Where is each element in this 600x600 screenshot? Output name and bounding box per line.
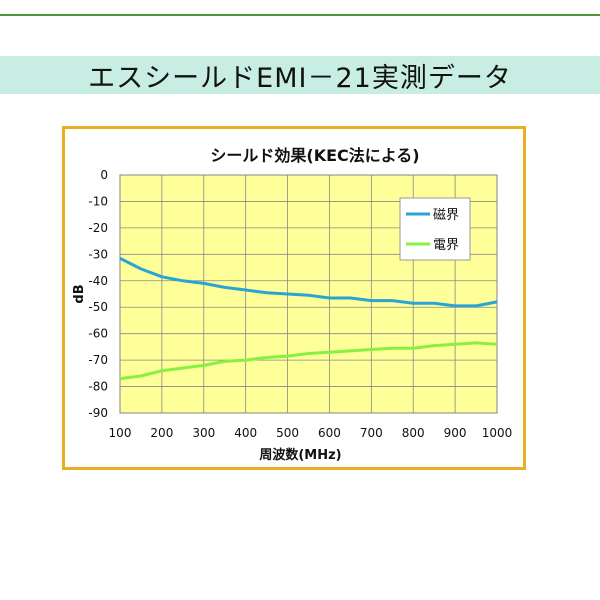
title-banner: エスシールドEMI－21実測データ bbox=[0, 56, 600, 94]
x-tick-label: 400 bbox=[234, 426, 257, 440]
banner-title: エスシールドEMI－21実測データ bbox=[88, 62, 512, 94]
top-divider bbox=[0, 14, 600, 16]
legend-label: 磁界 bbox=[433, 208, 459, 223]
x-tick-label: 700 bbox=[360, 426, 383, 440]
x-tick-label: 200 bbox=[150, 426, 173, 440]
y-tick-label: -90 bbox=[88, 406, 108, 420]
x-tick-label: 100 bbox=[109, 426, 132, 440]
x-tick-label: 1000 bbox=[482, 426, 513, 440]
x-axis-label: 周波数(MHz) bbox=[259, 447, 341, 463]
x-tick-label: 800 bbox=[402, 426, 425, 440]
x-tick-labels: 100 200 300 400 500 600 700 800 900 1000 bbox=[109, 426, 513, 440]
y-tick-label: 0 bbox=[100, 168, 108, 182]
x-tick-label: 900 bbox=[444, 426, 467, 440]
y-tick-label: -10 bbox=[88, 194, 108, 208]
y-tick-label: -60 bbox=[88, 327, 108, 341]
legend-label: 電界 bbox=[433, 238, 459, 253]
chart-title: シールド効果(KEC法による) bbox=[210, 146, 419, 165]
y-tick-labels: 0 -10 -20 -30 -40 -50 -60 -70 -80 -90 bbox=[88, 168, 108, 420]
legend-box bbox=[399, 197, 471, 261]
x-tick-label: 300 bbox=[192, 426, 215, 440]
y-tick-label: -70 bbox=[88, 353, 108, 367]
y-axis-label: dB bbox=[72, 284, 87, 303]
series-line-magnetic bbox=[119, 256, 498, 308]
grid-lines bbox=[119, 174, 498, 414]
y-tick-label: -40 bbox=[88, 274, 108, 288]
series-line-electric bbox=[119, 341, 498, 381]
y-tick-label: -50 bbox=[88, 300, 108, 314]
y-tick-label: -30 bbox=[88, 247, 108, 261]
x-tick-label: 500 bbox=[276, 426, 299, 440]
y-tick-label: -20 bbox=[88, 221, 108, 235]
series-lines bbox=[119, 256, 498, 381]
y-tick-label: -80 bbox=[88, 380, 108, 394]
x-tick-label: 600 bbox=[318, 426, 341, 440]
